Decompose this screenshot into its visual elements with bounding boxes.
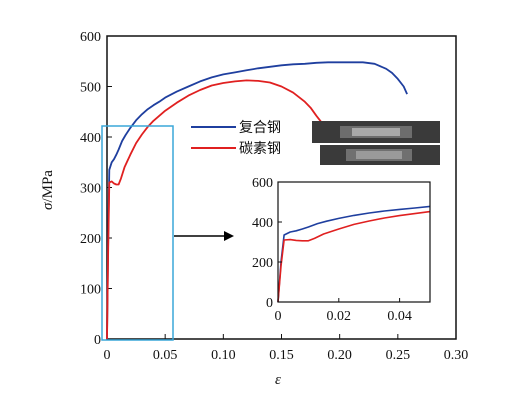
legend-label-carbon: 碳素钢 [239, 141, 281, 157]
main-y-tick-label: 500 [80, 81, 101, 96]
inset-series-line-0 [277, 205, 431, 303]
specimen-photo-top [312, 121, 440, 143]
inset-x-tick-label: 0.04 [387, 309, 412, 324]
specimen-photo-bottom [320, 145, 440, 165]
main-x-tick-label: 0.30 [444, 348, 469, 363]
legend: 复合钢 碳素钢 [191, 119, 281, 157]
main-x-tick-label: 0.10 [211, 348, 236, 363]
inset-x-tick-label: 0 [275, 309, 282, 324]
inset-y-tick-label: 0 [266, 296, 273, 311]
inset-x-tick-label: 0.02 [327, 309, 352, 324]
main-x-tick-label: 0.05 [153, 348, 178, 363]
main-x-tick-label: 0.15 [269, 348, 294, 363]
inset-y-tick-label: 600 [252, 176, 273, 191]
inset-y-tick-label: 400 [252, 216, 273, 231]
y-axis-symbol: σ [40, 202, 56, 210]
main-y-tick-label: 200 [80, 232, 101, 247]
main-x-tick-label: 0.20 [327, 348, 352, 363]
inset-y-tick-label: 200 [252, 256, 273, 271]
inset-x-ticks: 0 0.02 0.04 [275, 298, 412, 324]
main-series-line-1 [106, 79, 322, 340]
main-x-ticks: 0 0.05 0.10 0.15 0.20 0.25 0.30 [104, 334, 469, 363]
inset-series-group [277, 205, 431, 303]
main-y-tick-label: 400 [80, 131, 101, 146]
x-axis-label: ε [275, 372, 281, 388]
inset-plot-frame [277, 181, 431, 303]
main-series-group [106, 61, 408, 340]
zoom-box [101, 125, 174, 341]
main-y-tick-label: 100 [80, 283, 101, 298]
inset-series-line-1 [277, 210, 431, 303]
main-x-tick-label: 0 [104, 348, 111, 363]
inset-y-ticks: 0 200 400 600 [252, 176, 282, 311]
main-x-tick-label: 0.25 [386, 348, 411, 363]
main-y-tick-label: 0 [94, 333, 101, 348]
y-axis-unit: /MPa [40, 170, 56, 203]
main-series-line-0 [106, 61, 408, 340]
inset-background [278, 182, 430, 302]
y-axis-label: σ/MPa [40, 170, 56, 210]
main-y-tick-label: 600 [80, 30, 101, 45]
legend-label-composite: 复合钢 [239, 119, 281, 136]
zoom-arrow-head [224, 231, 234, 241]
main-y-tick-label: 300 [80, 182, 101, 197]
